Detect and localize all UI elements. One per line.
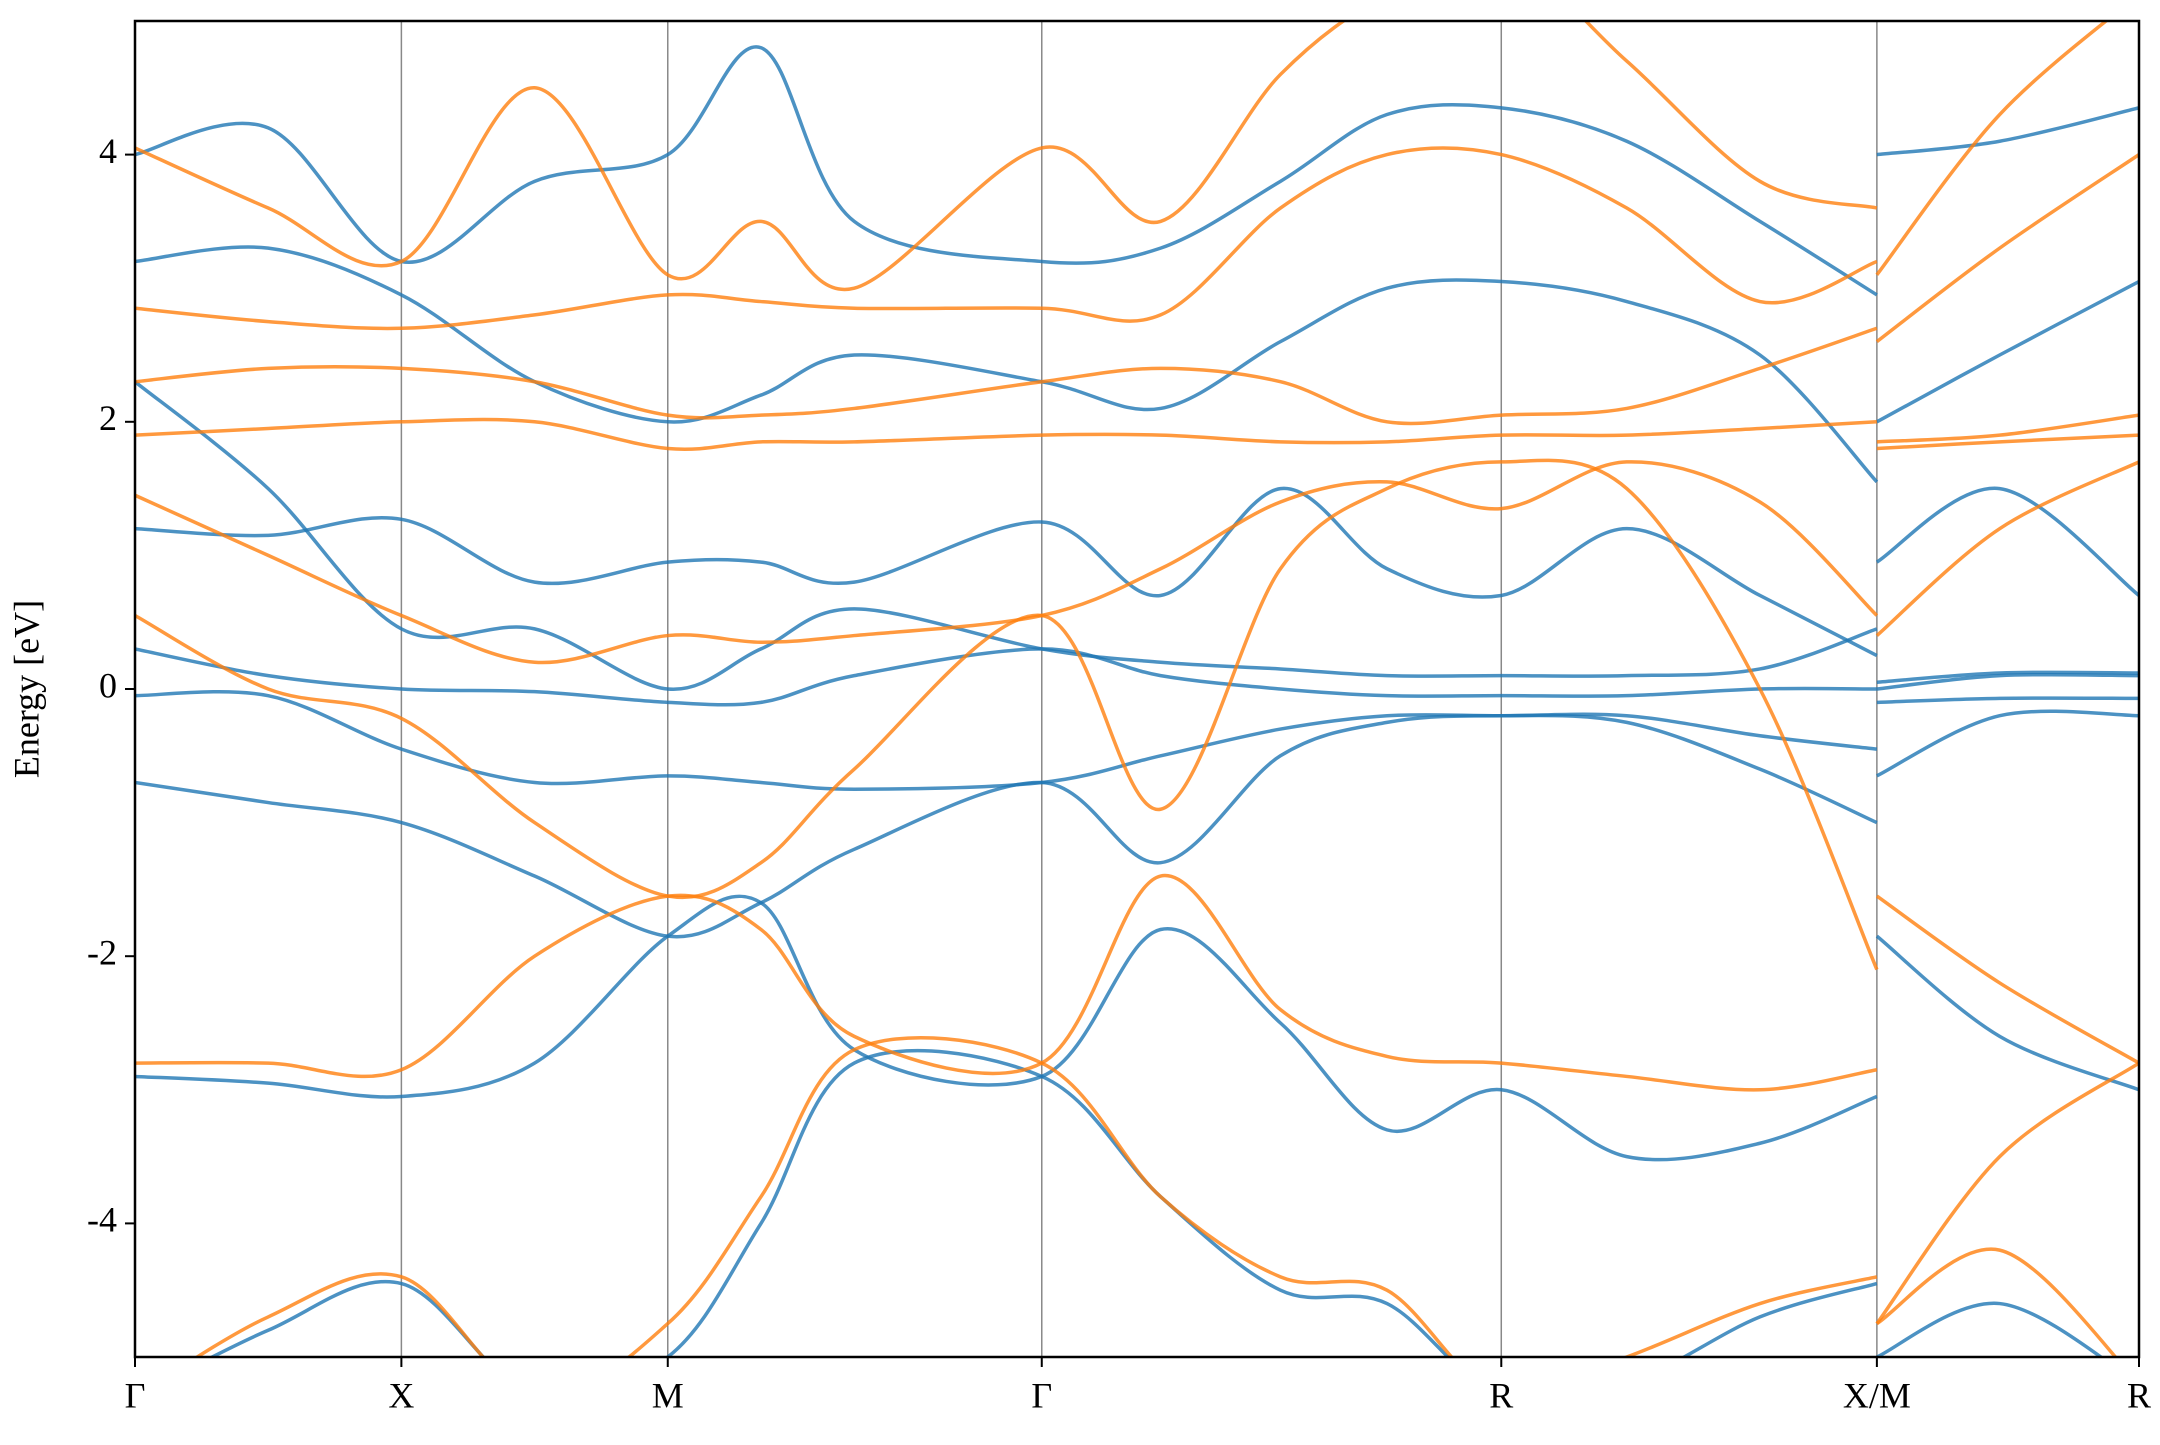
y-tick-label: 0 xyxy=(99,665,117,705)
band-line xyxy=(135,417,2139,451)
band-line xyxy=(135,894,2139,1162)
band-line xyxy=(135,458,2139,1325)
bands xyxy=(135,21,2139,1357)
axes: -4 -2 0 2 4 Γ X M Γ R X/M R xyxy=(87,19,2151,1415)
band-line xyxy=(135,146,2139,344)
x-tick-label: Γ xyxy=(1031,1375,1052,1415)
band-line xyxy=(135,326,2139,444)
band-line xyxy=(135,689,2139,791)
band-line xyxy=(135,45,2139,297)
x-tick-label: X/M xyxy=(1843,1375,1911,1415)
y-tick-label: -4 xyxy=(87,1200,117,1240)
band-line xyxy=(135,874,2139,1092)
band-line xyxy=(135,647,2139,707)
x-tick-label: R xyxy=(2127,1375,2151,1415)
x-tick-label: Γ xyxy=(125,1375,146,1415)
y-tick-label: 4 xyxy=(99,131,117,171)
x-tick-label: M xyxy=(652,1375,684,1415)
band-line xyxy=(193,1035,2118,1357)
y-axis-label: Energy [eV] xyxy=(6,600,46,778)
y-tick-label: -2 xyxy=(87,932,117,972)
x-tick-label: X xyxy=(388,1375,414,1415)
band-line xyxy=(208,1048,2104,1357)
band-line xyxy=(135,460,2139,665)
x-tick-label: R xyxy=(1489,1375,1513,1415)
plot-frame xyxy=(133,19,2141,1359)
band-line xyxy=(135,486,2139,658)
band-line xyxy=(135,21,2109,292)
y-tick-label: 2 xyxy=(99,398,117,438)
band-line xyxy=(135,380,2139,691)
